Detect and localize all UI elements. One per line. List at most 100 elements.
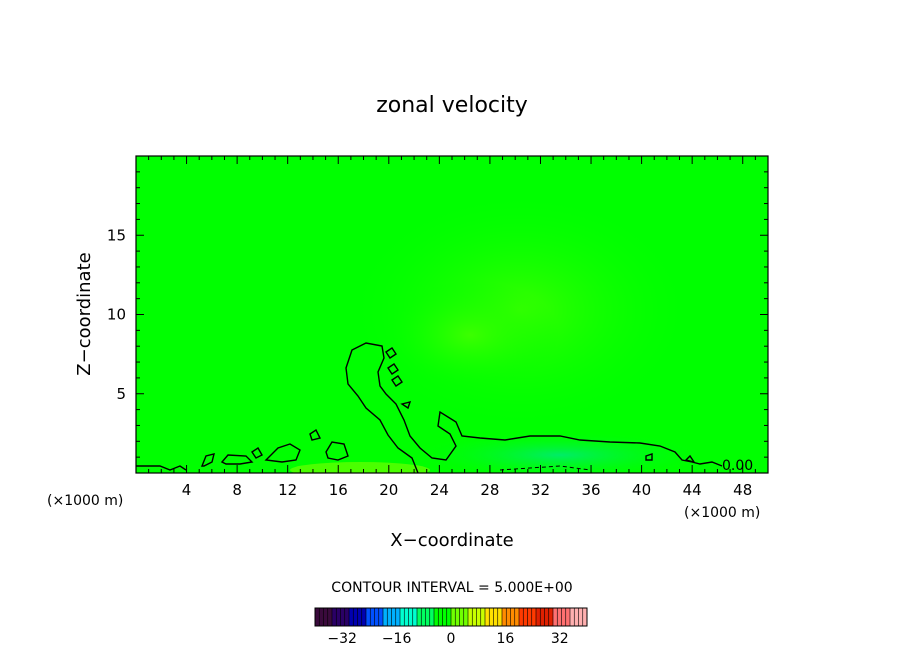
colorbar-segment: [446, 608, 452, 626]
colorbar-segment: [506, 608, 511, 626]
colorbar-segment: [370, 608, 375, 626]
colorbar-segment: [502, 608, 507, 626]
colorbar-segment: [570, 608, 575, 626]
x-tick-label: 8: [232, 481, 242, 499]
x-tick-label: 28: [480, 481, 499, 499]
contour-blob-7: [385, 347, 397, 359]
colorbar-segment: [391, 608, 397, 626]
colorbar-tick-label: 16: [496, 631, 514, 647]
colorbar-segment: [378, 608, 384, 626]
colorbar-segment: [366, 608, 371, 626]
colorbar-segment: [468, 608, 473, 626]
zero-contours: [136, 342, 723, 473]
x-tick-label: 20: [379, 481, 398, 499]
colorbar-segment: [412, 608, 418, 626]
colorbar-segment: [319, 608, 324, 626]
x-tick-label: 44: [683, 481, 702, 499]
colorbar: −32 −16 0 16 32: [314, 607, 588, 647]
colorbar-segment: [514, 608, 520, 626]
colorbar-segment: [404, 608, 409, 626]
x-tick-label: 4: [182, 481, 192, 499]
colorbar-segment: [395, 608, 401, 626]
colorbar-segment: [578, 608, 584, 626]
colorbar-segment: [455, 608, 460, 626]
colorbar-segment: [425, 608, 431, 626]
colorbar-frame: [314, 607, 588, 627]
colorbar-segment: [315, 608, 320, 626]
colorbar-segment: [527, 608, 533, 626]
colorbar-segment: [327, 608, 333, 626]
colorbar-segment: [438, 608, 443, 626]
colorbar-segment: [349, 608, 354, 626]
colorbar-segment: [485, 608, 490, 626]
contour-interval-text: CONTOUR INTERVAL = 5.000E+00: [331, 580, 572, 596]
colorbar-segment: [523, 608, 528, 626]
contour-blob-12: [684, 454, 696, 464]
colorbar-segment: [582, 608, 588, 626]
colorbar-segment: [561, 608, 567, 626]
colorbar-segment: [519, 608, 524, 626]
colorbar-segment: [332, 608, 337, 626]
x-tick-label: 16: [329, 481, 348, 499]
x-tick-label: 48: [733, 481, 752, 499]
colorbar-segment: [476, 608, 482, 626]
contour-blob-6: [325, 441, 349, 461]
negative-velocity-region: [410, 431, 710, 473]
positive-velocity-core: [380, 280, 560, 390]
contour-blob-1: [200, 453, 215, 467]
colorbar-segment: [540, 608, 545, 626]
colorbar-tick-label: −16: [382, 631, 412, 647]
colorbar-segment: [536, 608, 541, 626]
y-tick-label: 15: [107, 226, 126, 244]
contour-blob-9: [391, 375, 403, 387]
contour-blob-5: [309, 428, 322, 441]
colorbar-segment: [383, 608, 388, 626]
colorbar-segment: [493, 608, 499, 626]
colorbar-segment: [408, 608, 414, 626]
x-tick-label: 32: [531, 481, 550, 499]
x-tick-label: 12: [278, 481, 297, 499]
colorbar-segment: [421, 608, 426, 626]
contour-blob-11: [645, 453, 653, 461]
contour-blob-3: [251, 447, 263, 459]
colorbar-segment: [442, 608, 448, 626]
x-tick-label: 40: [632, 481, 651, 499]
colorbar-segment: [344, 608, 350, 626]
colorbar-segment: [489, 608, 494, 626]
contour-main: [136, 342, 723, 473]
colorbar-segment: [429, 608, 435, 626]
x-tick-label: 24: [430, 481, 449, 499]
colorbar-segment: [510, 608, 516, 626]
colorbar-segment: [497, 608, 503, 626]
colorbar-segment: [451, 608, 456, 626]
colorbar-tick-label: 32: [551, 631, 569, 647]
colorbar-segment: [336, 608, 341, 626]
colorbar-segment: [531, 608, 537, 626]
colorbar-segment: [548, 608, 554, 626]
plot-area: 0.00: [135, 155, 769, 474]
colorbar-tick-label: 0: [447, 631, 456, 647]
contour-blob-4: [264, 443, 301, 463]
colorbar-segment: [553, 608, 558, 626]
colorbar-segment: [417, 608, 422, 626]
chart-title: zonal velocity: [376, 93, 528, 118]
colorbar-segment: [357, 608, 363, 626]
colorbar-segment: [557, 608, 562, 626]
colorbar-segment: [434, 608, 439, 626]
colorbar-segment: [340, 608, 346, 626]
y-axis-label: Z−coordinate: [74, 252, 95, 375]
colorbar-segment: [361, 608, 367, 626]
x-tick-label: 36: [581, 481, 600, 499]
contour-label: 0.00: [722, 458, 753, 474]
near-surface-positive-band: [290, 462, 430, 473]
colorbar-segment: [400, 608, 405, 626]
colorbar-segment: [387, 608, 392, 626]
colorbar-segment: [353, 608, 358, 626]
x-unit-label-right: (×1000 m): [684, 505, 760, 521]
colorbar-segment: [544, 608, 550, 626]
colorbar-segment: [463, 608, 469, 626]
colorbar-segment: [480, 608, 486, 626]
x-unit-label-left: (×1000 m): [47, 493, 123, 509]
